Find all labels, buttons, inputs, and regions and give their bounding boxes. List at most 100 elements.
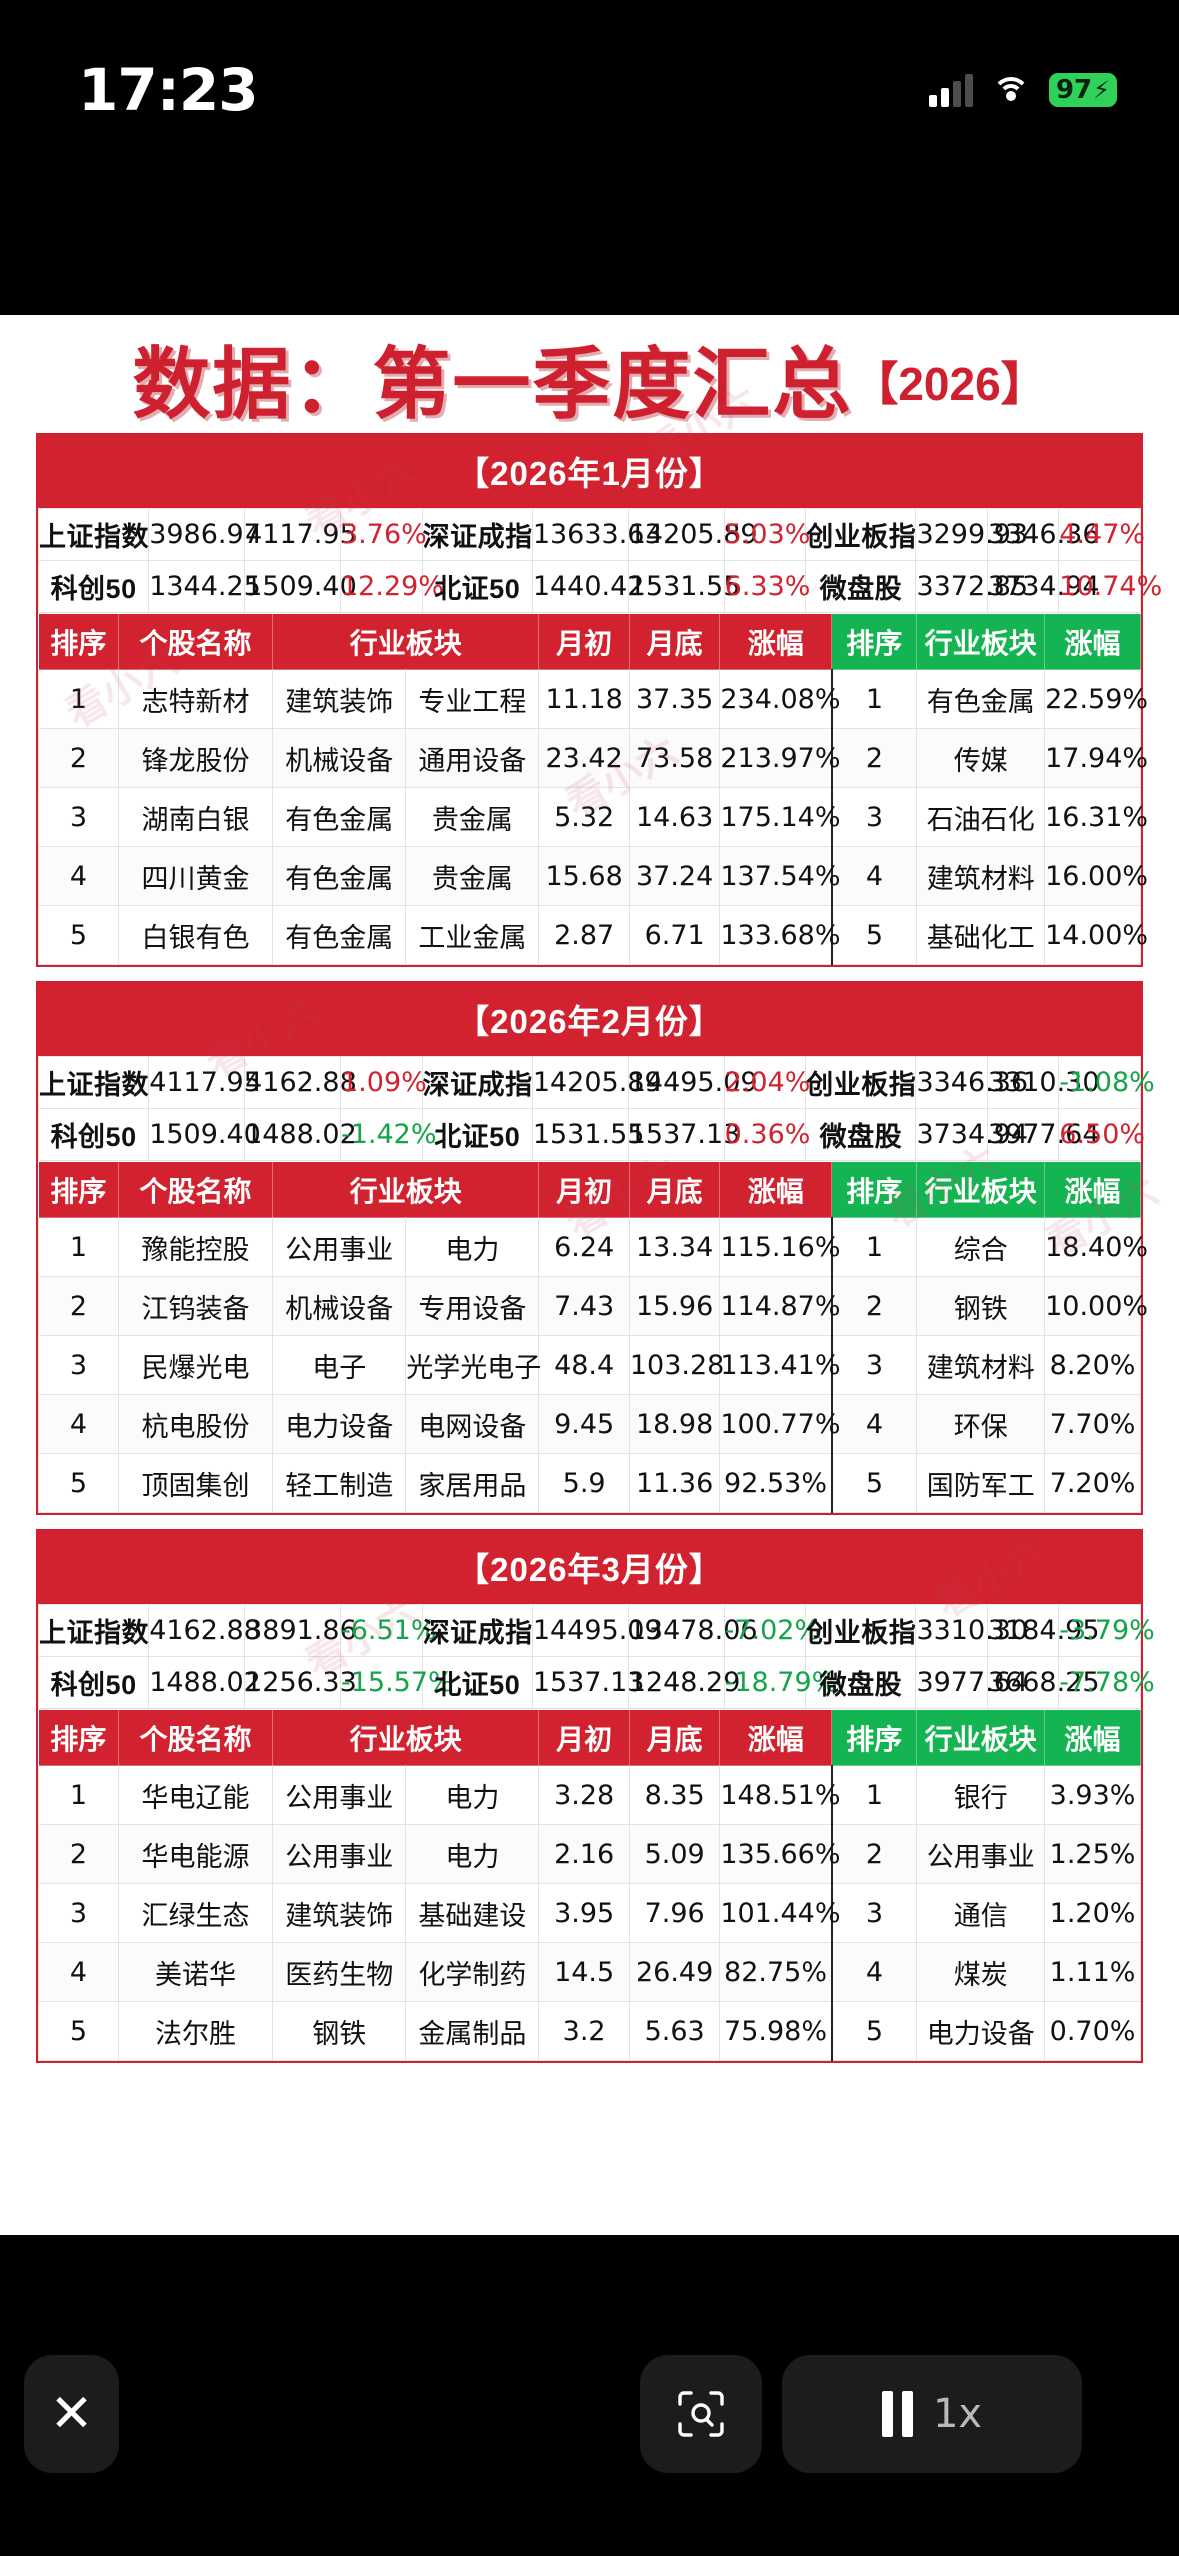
index-name: 科创50 — [37, 1656, 150, 1709]
cell-sector-l1: 有色金属 — [272, 905, 407, 965]
index-month-start: 3977.64 — [915, 1656, 1028, 1709]
index-name: 北证50 — [421, 1108, 533, 1161]
scan-lens-button[interactable] — [640, 2355, 762, 2473]
cell-month-end: 6.71 — [628, 905, 721, 965]
cell-sector-name: 电力设备 — [916, 2001, 1046, 2061]
index-month-end: 1531.55 — [627, 560, 740, 613]
index-change-pct: -7.02% — [723, 1604, 820, 1657]
index-row: 上证指数 4117.95 4162.88 1.09% 深证成指 14205.89 14495… — [37, 1056, 1155, 1109]
cell-stock-name: 江钨装备 — [117, 1276, 274, 1336]
playback-speed-label[interactable]: 1x — [932, 2391, 983, 2437]
cell-sector-l1: 建筑装饰 — [272, 1883, 407, 1943]
cell-sector-name: 钢铁 — [916, 1276, 1046, 1336]
cell-change: 92.53% — [719, 1453, 833, 1513]
cell-change: 115.16% — [719, 1217, 841, 1277]
index-month-start: 3299.93 — [915, 508, 1028, 561]
column-header-stock-name: 个股名称 — [117, 1709, 274, 1766]
cell-rank: 4 — [38, 1942, 119, 2002]
cell-change: 113.41% — [719, 1335, 841, 1395]
play-pause-speed-button[interactable]: 1x — [782, 2355, 1082, 2473]
cell-sector-rank: 1 — [831, 669, 918, 729]
cell-sector-name: 通信 — [916, 1883, 1046, 1943]
battery-percent-label: 97 — [1055, 75, 1093, 105]
cell-stock-name: 法尔胜 — [117, 2001, 274, 2061]
cell-change: 234.08% — [719, 669, 841, 729]
cell-rank: 5 — [38, 1453, 119, 1513]
table-row: 1 华电辽能 公用事业 电力 3.28 8.35 148.51% 1 银行 3.93% — [38, 1765, 1141, 1825]
cell-sector-l2: 光学光电子 — [405, 1335, 541, 1395]
cell-stock-name: 志特新材 — [117, 669, 274, 729]
table-header-row: 排序 个股名称 行业板块 月初 月底 涨幅 排序 行业板块 涨幅 — [38, 613, 1141, 670]
cell-rank: 3 — [38, 1335, 119, 1395]
index-summary-table: 上证指数 3986.97 4117.95 3.76% 深证成指 13633.63 14205… — [37, 508, 1162, 613]
cell-sector-l2: 电力 — [405, 1217, 540, 1277]
index-name: 微盘股 — [805, 1108, 917, 1161]
cell-stock-name: 汇绿生态 — [117, 1883, 274, 1943]
cell-sector-l1: 有色金属 — [272, 846, 407, 906]
column-header-stock-name: 个股名称 — [117, 613, 274, 670]
index-change-pct: 12.29% — [340, 560, 444, 613]
cell-sector-l1: 轻工制造 — [272, 1453, 407, 1513]
column-header-rank: 排序 — [38, 1709, 119, 1766]
table-row: 5 顶固集创 轻工制造 家居用品 5.9 11.36 92.53% 5 国防军工 7.20% — [38, 1453, 1141, 1513]
cell-month-start: 5.9 — [538, 1453, 630, 1513]
cellular-signal-icon — [929, 73, 973, 107]
index-month-end: 1248.29 — [627, 1656, 740, 1709]
cell-sector-l2: 工业金属 — [405, 905, 540, 965]
cell-sector-l2: 专业工程 — [405, 669, 540, 729]
cell-change: 175.14% — [719, 787, 841, 847]
table-row: 4 四川黄金 有色金属 贵金属 15.68 37.24 137.54% 4 建筑材料 16.00% — [38, 846, 1148, 906]
cell-sector-l1: 钢铁 — [272, 2001, 407, 2061]
month-block: 【2026年3月份】 上证指数 4162.88 3891.86 -6.51% 深证成指 14… — [36, 1529, 1155, 2063]
column-header-sector: 行业板块 — [272, 1161, 540, 1218]
cell-stock-name: 华电辽能 — [117, 1765, 274, 1825]
cell-stock-name: 豫能控股 — [117, 1217, 274, 1277]
column-header-month-end: 月底 — [628, 1161, 721, 1218]
cell-rank: 4 — [38, 846, 119, 906]
cell-sector-change: 7.20% — [1044, 1453, 1141, 1513]
cell-month-end: 15.96 — [628, 1276, 721, 1336]
cell-month-end: 37.35 — [628, 669, 721, 729]
cell-sector-l2: 化学制药 — [405, 1942, 540, 2002]
cell-month-end: 26.49 — [628, 1942, 721, 2002]
cell-month-start: 11.18 — [538, 669, 630, 729]
index-row: 科创50 1509.40 1488.02 -1.42% 北证50 1531.55 1537.… — [37, 1108, 1145, 1161]
cell-sector-l2: 电力 — [405, 1824, 540, 1884]
cell-month-end: 5.63 — [628, 2001, 721, 2061]
column-header-sector-name: 行业板块 — [916, 1709, 1046, 1766]
index-month-end: 1488.02 — [244, 1108, 357, 1161]
cell-sector-change: 14.00% — [1044, 905, 1148, 965]
index-month-end: 3891.86 — [244, 1604, 357, 1657]
index-name: 科创50 — [37, 1108, 150, 1161]
index-month-start: 1440.42 — [531, 560, 644, 613]
index-name: 深证成指 — [421, 1056, 533, 1109]
cell-sector-l2: 贵金属 — [405, 787, 540, 847]
cell-sector-rank: 3 — [831, 1335, 918, 1395]
cell-stock-name: 华电能源 — [117, 1824, 274, 1884]
cell-rank: 1 — [38, 1765, 119, 1825]
table-row: 4 美诺华 医药生物 化学制药 14.5 26.49 82.75% 4 煤炭 1.11% — [38, 1942, 1141, 2002]
index-month-end: 3310.30 — [986, 1056, 1100, 1109]
index-month-start: 1537.13 — [531, 1656, 644, 1709]
cell-sector-name: 传媒 — [916, 728, 1046, 788]
status-bar: 17:23 97 ⚡ — [0, 0, 1179, 140]
cell-month-start: 6.24 — [538, 1217, 630, 1277]
cell-sector-name: 综合 — [916, 1217, 1046, 1277]
cell-month-start: 14.5 — [538, 1942, 630, 2002]
cell-rank: 1 — [38, 669, 119, 729]
monthly-ranking-table: 排序 个股名称 行业板块 月初 月底 涨幅 排序 行业板块 涨幅 1 豫能控股 公用事业 电力 6.24 1… — [38, 1161, 1148, 1513]
cell-sector-change: 22.59% — [1044, 669, 1148, 729]
index-month-end: 3668.25 — [986, 1656, 1100, 1709]
cell-month-end: 37.24 — [628, 846, 721, 906]
close-button[interactable]: ✕ — [24, 2355, 119, 2473]
index-month-start: 3310.30 — [915, 1604, 1028, 1657]
cell-stock-name: 锋龙股份 — [117, 728, 274, 788]
cell-month-start: 7.43 — [538, 1276, 630, 1336]
lens-scan-icon — [678, 2391, 724, 2437]
pause-icon[interactable] — [881, 2391, 913, 2437]
column-header-rank: 排序 — [38, 1161, 119, 1218]
index-change-pct: -7.78% — [1058, 1656, 1155, 1709]
cell-sector-change: 10.00% — [1044, 1276, 1148, 1336]
index-month-start: 1344.25 — [148, 560, 261, 613]
index-name: 创业板指 — [805, 1604, 917, 1657]
